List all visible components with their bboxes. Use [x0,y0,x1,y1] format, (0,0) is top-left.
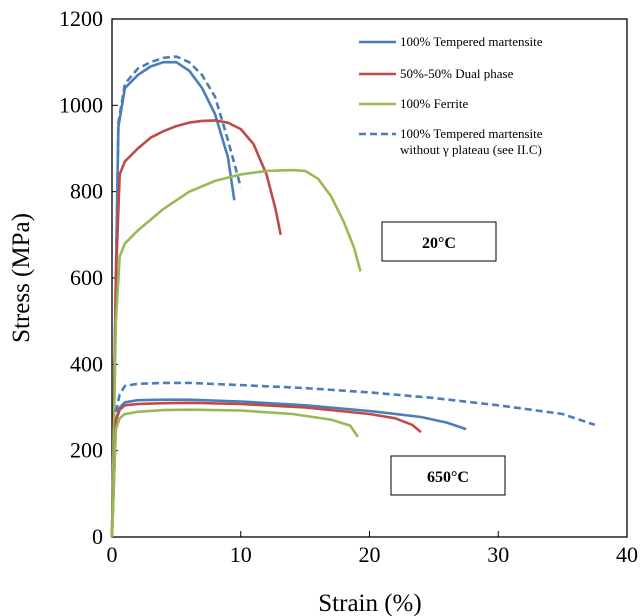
annotation-650c: 650°C [390,455,506,496]
series-line-7 [110,408,359,538]
legend-label: 50%-50% Dual phase [400,66,514,81]
series-line-5 [114,381,596,427]
annotation-650c-label: 650°C [427,469,469,486]
series-line-4 [110,398,467,538]
legend-label-line: 100% Tempered martensite [400,126,543,141]
x-tick-label: 40 [616,542,638,567]
annotation-650c-box [390,455,506,496]
annotation-20c-box [381,221,497,262]
series-line-6 [110,401,422,538]
y-tick-label: 600 [70,265,103,290]
y-tick-label: 1000 [59,92,103,117]
x-tick-label: 20 [359,542,381,567]
legend-label-line: without γ plateau (see II.C) [400,142,542,157]
y-tick-label: 800 [70,179,103,204]
annotation-20c-label: 20°C [422,235,456,252]
y-tick-label: 400 [70,351,103,376]
y-tick-label: 200 [70,438,103,463]
x-axis-title: Strain (%) [318,590,421,616]
y-axis-title: Stress (MPa) [8,213,35,343]
series-line-3 [110,168,362,538]
x-tick-label: 0 [107,542,118,567]
x-tick-label: 10 [230,542,252,567]
annotation-20c: 20°C [381,221,497,262]
series-line-0 [110,60,236,538]
legend-label: 100% Tempered martensite without γ platea… [400,126,543,157]
legend-label: 100% Ferrite [400,96,468,111]
plot-area [111,18,628,538]
y-tick-label: 1200 [59,6,103,31]
legend: 100% Tempered martensite 50%-50% Dual pha… [359,34,543,157]
legend-label: 100% Tempered martensite [400,34,543,49]
x-tick-label: 30 [487,542,509,567]
y-tick-label: 0 [92,524,103,549]
series-line-2 [110,119,282,538]
series-layer [110,55,596,538]
series-line-1 [114,55,243,279]
